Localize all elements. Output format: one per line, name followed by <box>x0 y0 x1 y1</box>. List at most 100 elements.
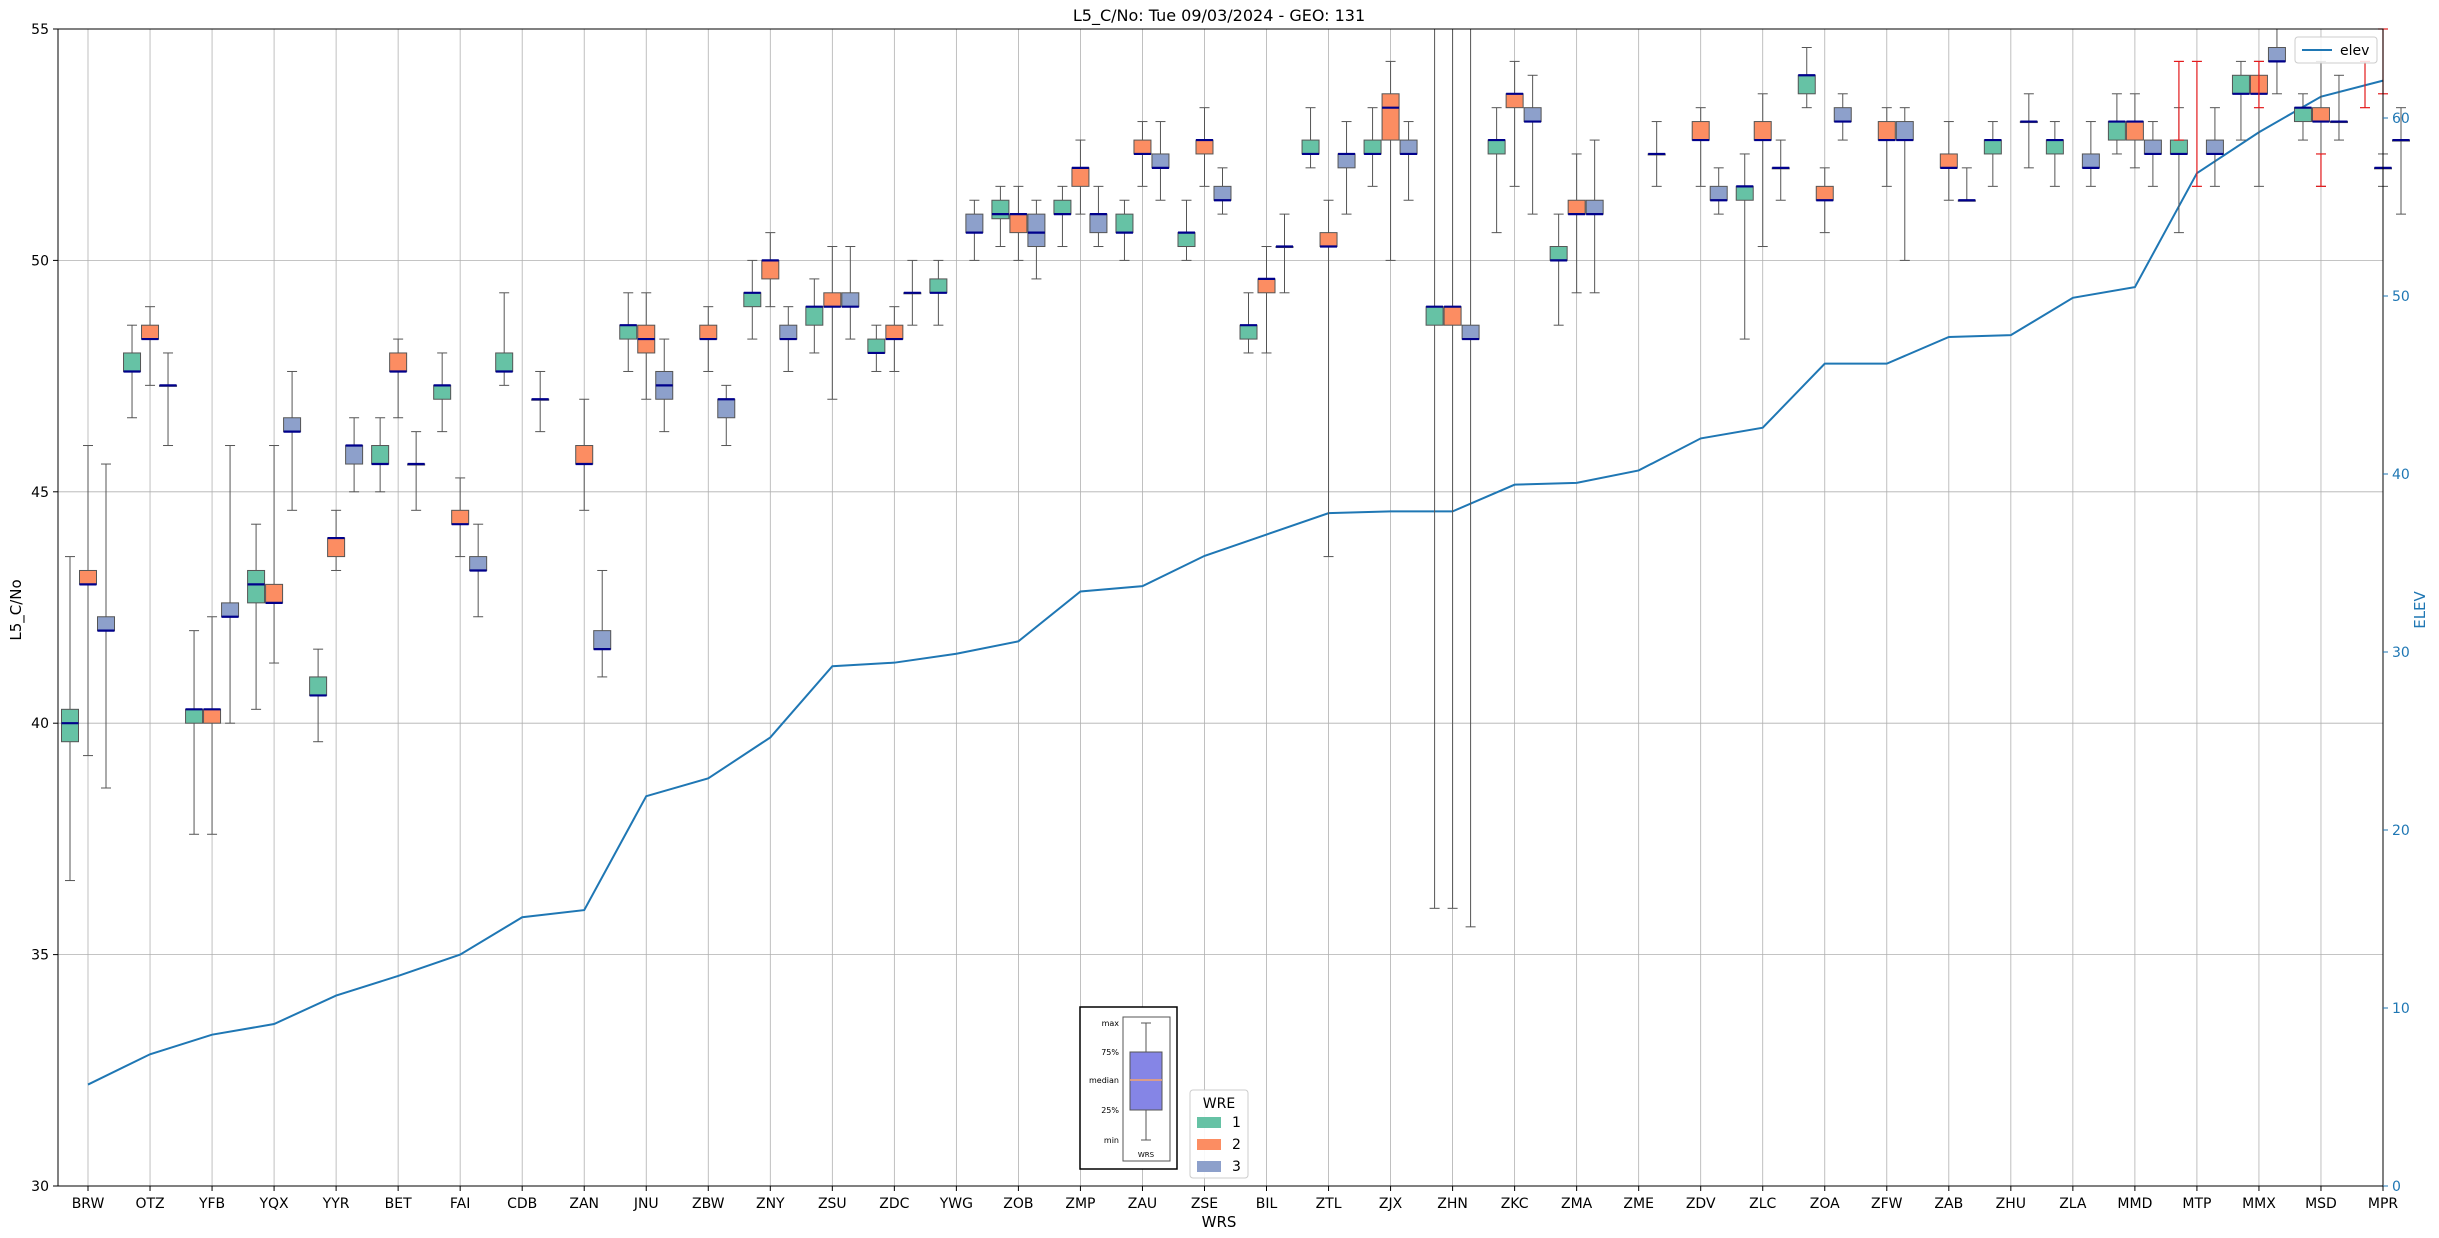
x-tick-label: ZJX <box>1379 1196 1403 1212</box>
y2-tick-label: 30 <box>2392 645 2410 661</box>
box-iqr <box>1337 153 1356 169</box>
box-iqr <box>371 445 390 465</box>
x-tick-label: OTZ <box>135 1196 164 1212</box>
box-ZOB-2 <box>1009 185 1028 261</box>
elev-legend-frame <box>2294 36 2378 64</box>
box-iqr <box>779 324 798 340</box>
box-iqr <box>2311 107 2330 123</box>
box-explanation-inset: max 75% median 25% min WRS <box>1079 1006 1178 1170</box>
y2-tick-label: 50 <box>2392 289 2410 305</box>
box-iqr <box>1877 121 1896 141</box>
x-tick-label: MMX <box>2242 1196 2276 1212</box>
box-iqr <box>141 324 160 340</box>
x-tick-label: MPR <box>2368 1196 2399 1212</box>
x-tick-label: ZHU <box>1996 1196 2026 1212</box>
box-BRW-2 <box>79 445 97 757</box>
box-ZOB-1 <box>991 185 1010 248</box>
x-tick-label: FAI <box>450 1196 470 1212</box>
series-2 <box>79 28 2392 909</box>
box-iqr <box>2169 139 2188 155</box>
box-ZMP-3 <box>1089 185 1108 248</box>
box-iqr <box>265 583 284 604</box>
box-BET-1 <box>371 417 390 493</box>
x-tick-label: ZDV <box>1686 1196 1716 1212</box>
box-iqr <box>1115 213 1134 234</box>
box-iqr <box>1239 324 1258 340</box>
x-tick-label: YYR <box>322 1196 350 1212</box>
box-ZHN-1 <box>1425 28 1444 909</box>
x-tick-label: ZFW <box>1871 1196 1903 1212</box>
box-iqr <box>1505 93 1524 109</box>
box-CDB-1 <box>495 292 514 386</box>
wre-legend-title: WRE <box>1203 1096 1235 1112</box>
box-iqr <box>79 569 97 585</box>
axes: 30 35 40 45 50 55 0 10 20 30 40 50 60 BRW OTZ YFB YQX YYR… <box>31 22 2410 1212</box>
box-ZOA-3 <box>1833 93 1852 141</box>
box-ZTL-1 <box>1301 107 1320 169</box>
box-ZOB-3 <box>1027 199 1046 280</box>
box-ZMA-2 <box>1567 153 1586 294</box>
y2-axis-label: ELEV <box>2411 590 2429 628</box>
box-iqr <box>1691 121 1710 141</box>
box-iqr <box>965 213 984 234</box>
box-iqr <box>1319 232 1338 248</box>
elev-legend-label: elev <box>2340 43 2369 59</box>
box-iqr <box>247 569 266 604</box>
box-ZLC-2 <box>1753 93 1772 248</box>
box-iqr <box>203 708 222 724</box>
x-tick-label: JNU <box>633 1196 659 1212</box>
box-OTZ-3 <box>159 352 178 447</box>
box-ZHN-2 <box>1443 28 1462 909</box>
wre-legend-swatch <box>1197 1161 1221 1172</box>
y-tick-label: 35 <box>31 948 49 964</box>
box-MMD-1 <box>2107 93 2126 155</box>
box-ZFW-2 <box>1877 107 1896 187</box>
box-iqr <box>2293 107 2312 123</box>
box-iqr <box>2143 139 2162 155</box>
box-BET-3 <box>407 431 426 511</box>
box-iqr <box>1523 107 1542 123</box>
box-BIL-2 <box>1257 246 1276 354</box>
box-ZNY-1 <box>743 259 762 340</box>
x-tick-label: ZME <box>1623 1196 1654 1212</box>
box-iqr <box>97 616 115 632</box>
box-BIL-3 <box>1275 213 1294 294</box>
box-iqr <box>1027 213 1046 248</box>
box-iqr <box>309 676 328 696</box>
box-iqr <box>469 556 488 571</box>
box-iqr <box>1133 139 1152 155</box>
box-iqr <box>885 324 904 340</box>
y-tick-label: 30 <box>31 1179 49 1195</box>
box-FAI-2 <box>451 477 470 558</box>
box-ZDC-2 <box>885 306 904 372</box>
box-ZDV-3 <box>1709 167 1728 215</box>
box-iqr <box>2045 139 2064 155</box>
box-ZJX-2 <box>1381 60 1400 261</box>
box-YWG-1 <box>929 259 948 326</box>
box-iqr <box>433 384 452 400</box>
box-layer <box>61 28 2410 928</box>
box-YYR-2 <box>327 509 346 571</box>
box-MTP-3 <box>2205 107 2224 187</box>
box-BIL-1 <box>1239 292 1258 354</box>
box-iqr <box>2081 153 2100 169</box>
box-ZAU-1 <box>1115 199 1134 261</box>
x-tick-label: ZLA <box>2059 1196 2087 1212</box>
x-tick-label: ZOB <box>1003 1196 1033 1212</box>
box-ZDV-2 <box>1691 107 1710 187</box>
box-iqr <box>1487 139 1506 155</box>
box-ZSE-1 <box>1177 199 1196 261</box>
box-iqr <box>61 708 79 743</box>
box-iqr <box>1053 199 1072 215</box>
box-iqr <box>1195 139 1214 155</box>
box-ZKC-1 <box>1487 107 1506 234</box>
box-YYR-3 <box>345 417 364 493</box>
elev-series <box>87 79 2384 1086</box>
x-tick-label: YWG <box>939 1196 973 1212</box>
box-ZME-3 <box>1647 121 1666 187</box>
box-iqr <box>283 417 302 433</box>
box-ZAB-3 <box>1957 167 1976 202</box>
box-ZTL-2 <box>1319 199 1338 558</box>
box-iqr <box>1939 153 1958 169</box>
